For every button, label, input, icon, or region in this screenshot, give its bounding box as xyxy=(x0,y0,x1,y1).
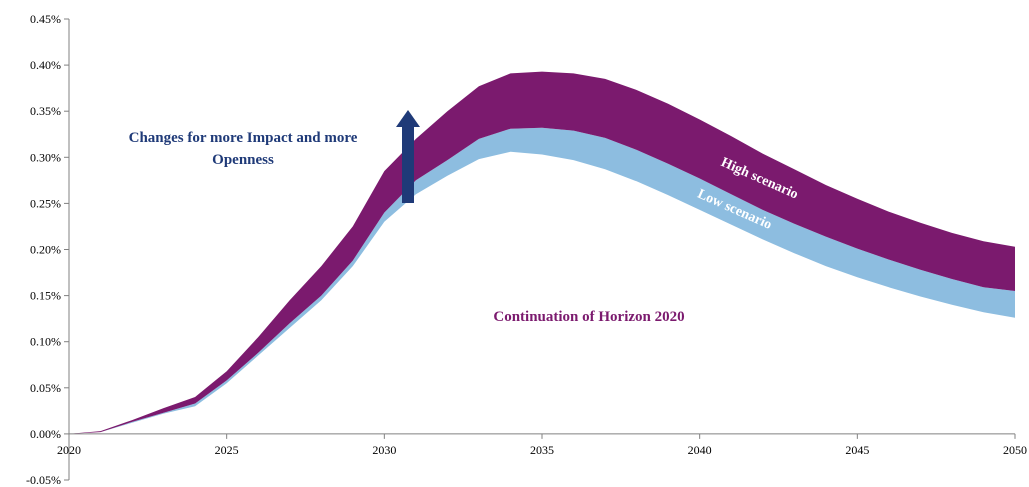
bands-layer xyxy=(69,71,1015,434)
y-tick-label: 0.20% xyxy=(30,243,61,257)
y-tick-label: 0.00% xyxy=(30,427,61,441)
y-tick-label: 0.25% xyxy=(30,196,61,210)
x-tick-label: 2050 xyxy=(1003,443,1027,457)
changes-annotation-line2: Openness xyxy=(212,152,274,168)
x-tick-label: 2025 xyxy=(215,443,239,457)
y-tick-label: 0.40% xyxy=(30,58,61,72)
y-tick-label: 0.15% xyxy=(30,289,61,303)
x-ticks-group: 2020 2025 2030 2035 2040 2045 2050 xyxy=(57,433,1027,457)
x-tick-label: 2035 xyxy=(530,443,554,457)
arrow-shaft xyxy=(402,127,414,203)
y-tick-label: 0.45% xyxy=(30,12,61,26)
x-tick-label: 2040 xyxy=(688,443,712,457)
y-tick-label: 0.30% xyxy=(30,150,61,164)
x-tick-label: 2045 xyxy=(845,443,869,457)
y-tick-label: 0.35% xyxy=(30,104,61,118)
y-tick-label: -0.05% xyxy=(26,473,61,487)
arrow-head xyxy=(396,110,420,127)
x-tick-label: 2030 xyxy=(372,443,396,457)
y-ticks-group: -0.05% 0.00% 0.05% 0.10% 0.15% 0.20% 0.25% 0.30… xyxy=(26,12,69,487)
changes-annotation-line1: Changes for more Impact and more xyxy=(129,130,358,146)
y-tick-label: 0.05% xyxy=(30,381,61,395)
x-tick-label: 2020 xyxy=(57,443,81,457)
continuation-annotation: Continuation of Horizon 2020 xyxy=(493,309,684,325)
y-tick-label: 0.10% xyxy=(30,335,61,349)
up-arrow-icon xyxy=(396,110,420,203)
high-scenario-band xyxy=(69,71,1015,434)
